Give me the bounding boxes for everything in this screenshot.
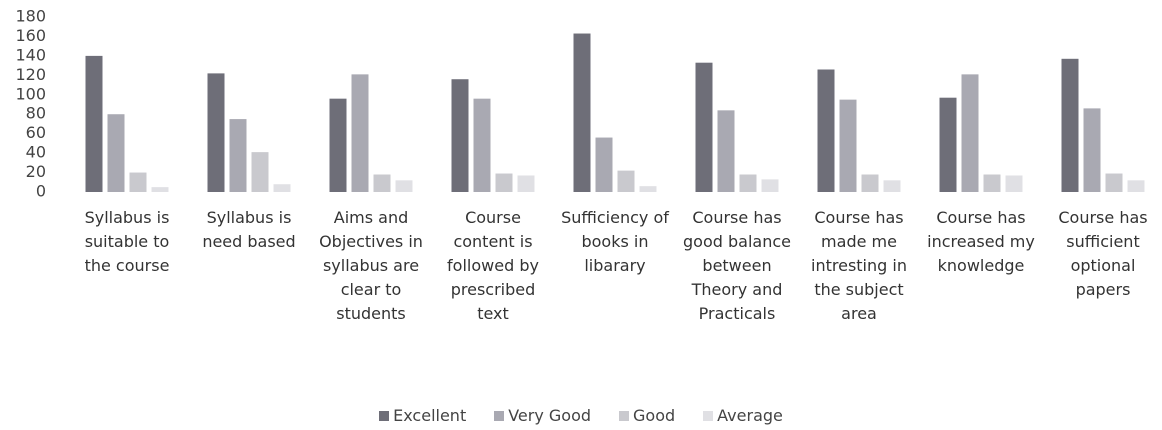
bar: [961, 74, 979, 192]
y-tick-label: 100: [15, 84, 46, 103]
bar: [495, 173, 513, 192]
bar: [1005, 175, 1023, 192]
bar: [151, 187, 169, 192]
bar: [617, 170, 635, 192]
y-tick-label: 180: [15, 7, 46, 26]
bar: [1127, 180, 1145, 192]
y-tick-label: 140: [15, 45, 46, 64]
bar: [761, 179, 779, 192]
x-tick-label: Syllabus is suitable to the course: [84, 208, 170, 275]
y-tick-label: 80: [26, 104, 46, 123]
legend-label: Excellent: [393, 406, 467, 425]
bar: [639, 186, 657, 192]
legend-label: Average: [717, 406, 783, 425]
bar: [373, 174, 391, 192]
bar: [85, 55, 103, 193]
legend-label: Good: [633, 406, 676, 425]
legend-swatch: [619, 411, 630, 421]
legend: Excellent Very Good Good Average: [0, 406, 1162, 425]
y-tick-label: 60: [26, 123, 46, 142]
x-tick-label: Sufficiency of books in libarary: [561, 208, 669, 275]
x-tick-label: Course has made me intresting in the sub…: [811, 208, 907, 323]
x-tick-label: Course content is followed by prescribed…: [447, 208, 539, 323]
bar: [817, 69, 835, 192]
bar: [1061, 58, 1079, 192]
bar: [517, 175, 535, 192]
y-tick-label: 40: [26, 143, 46, 162]
bar: [839, 99, 857, 192]
bar: [107, 114, 125, 192]
bar: [983, 174, 1001, 192]
y-tick-label: 0: [36, 182, 46, 201]
y-tick-label: 20: [26, 162, 46, 181]
bar: [229, 119, 247, 192]
legend-item: Average: [703, 406, 783, 425]
x-tick-label: Course has sufficient optional papers: [1058, 208, 1148, 299]
bar: [273, 184, 291, 192]
y-tick-label: 160: [15, 26, 46, 45]
bar: [861, 174, 879, 192]
bar: [451, 79, 469, 192]
bar: [351, 74, 369, 192]
bar: [939, 97, 957, 192]
bar: [883, 180, 901, 192]
bar: [473, 98, 491, 192]
bar: [1105, 173, 1123, 192]
legend-item: Very Good: [494, 406, 591, 425]
bar: [717, 110, 735, 192]
bar: [207, 73, 225, 192]
bar: [329, 98, 347, 192]
legend-item: Good: [619, 406, 675, 425]
y-tick-label: 120: [15, 65, 46, 84]
bar: [129, 172, 147, 192]
bar: [739, 174, 757, 192]
legend-swatch: [703, 411, 714, 421]
x-tick-label: Syllabus is need based: [202, 208, 296, 251]
bar: [251, 152, 269, 192]
bar: [695, 62, 713, 192]
bar: [595, 137, 613, 192]
legend-label: Very Good: [508, 406, 592, 425]
legend-swatch: [379, 411, 390, 421]
x-tick-label: Course has good balance between Theory a…: [683, 208, 791, 323]
bar: [1083, 108, 1101, 192]
x-tick-label: Course has increased my knowledge: [927, 208, 1035, 275]
legend-swatch: [494, 411, 505, 421]
x-tick-label: Aims and Objectives in syllabus are clea…: [319, 208, 423, 323]
legend-item: Excellent: [379, 406, 466, 425]
bar: [395, 180, 413, 192]
bar: [573, 33, 591, 193]
